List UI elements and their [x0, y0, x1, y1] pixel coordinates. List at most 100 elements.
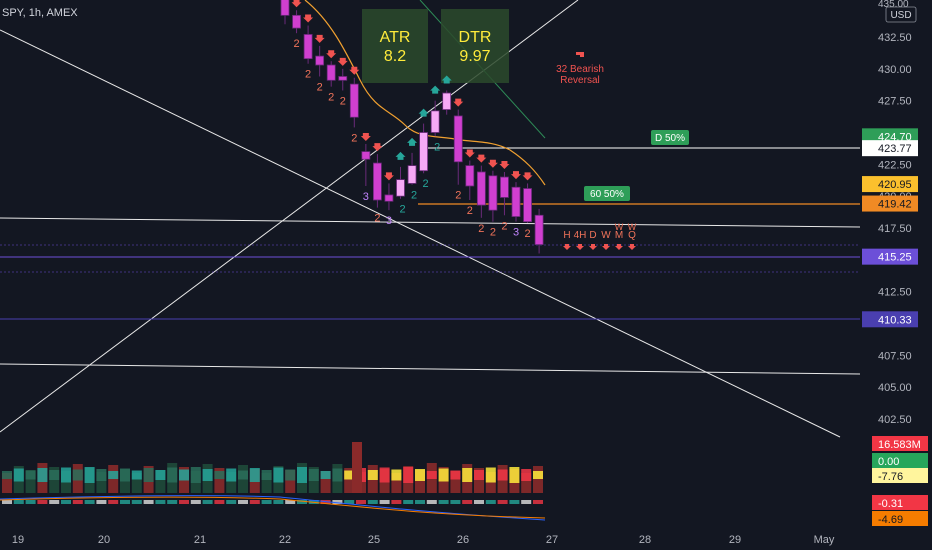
candle-body	[476, 171, 486, 206]
horizontal-trend-2[interactable]	[0, 363, 861, 375]
trendline-down-long[interactable]	[0, 29, 841, 438]
timeframe-label: 4H	[574, 230, 587, 241]
oscillator-bar	[426, 471, 437, 479]
candle[interactable]	[292, 10, 301, 34]
price-level-text: 419.42	[878, 199, 912, 211]
momentum-bar	[25, 500, 36, 504]
volume-bar	[155, 470, 166, 493]
momentum-bar	[214, 500, 225, 504]
candle[interactable]	[396, 166, 405, 199]
candle[interactable]	[326, 61, 336, 87]
candle[interactable]	[419, 123, 429, 174]
bearish-reversal-annotation: 32 Bearish Reversal	[556, 52, 604, 86]
volume-bar	[2, 473, 12, 493]
oscillator-bar	[13, 468, 24, 482]
currency-badge[interactable]: USD	[885, 6, 917, 23]
oscillator-bar	[190, 467, 201, 483]
oscillator-bar	[533, 471, 543, 479]
candle[interactable]	[361, 143, 371, 186]
volume-bar	[450, 471, 461, 493]
candle[interactable]	[280, 0, 290, 25]
oscillator-bar	[2, 471, 12, 479]
timeframe-arrow-icon	[615, 244, 623, 250]
candle[interactable]	[488, 170, 498, 222]
candle[interactable]	[442, 90, 452, 115]
horizontal-trend-1[interactable]	[0, 217, 861, 228]
momentum-bar	[497, 500, 508, 504]
volume-bar	[521, 473, 532, 493]
candle[interactable]	[384, 183, 394, 211]
d50-label[interactable]: D 50%	[651, 130, 689, 145]
candle[interactable]	[500, 171, 509, 216]
count-label: 3	[513, 227, 519, 239]
candle[interactable]	[465, 160, 475, 200]
count-label: 2	[293, 38, 299, 50]
oscillator-bar	[25, 470, 36, 480]
down-arrow-icon	[337, 57, 348, 66]
momentum-bar	[155, 500, 166, 504]
oscillator-bar	[261, 470, 272, 480]
candle[interactable]	[511, 182, 521, 222]
time-axis[interactable]: 19 20 21 22 25 26 27 28 29 May	[12, 534, 835, 546]
candle[interactable]	[430, 100, 440, 137]
candle[interactable]	[338, 68, 348, 91]
price-level-badge	[862, 248, 918, 265]
candle-body	[315, 55, 325, 66]
candle-body	[430, 110, 440, 133]
momentum-bar	[391, 500, 402, 504]
volume-bar	[226, 472, 237, 493]
timeframe-arrow-icon	[628, 244, 636, 250]
candles	[280, 0, 544, 254]
indicator-badge	[872, 468, 928, 483]
candle[interactable]	[349, 77, 359, 128]
momentum-bar	[533, 500, 543, 504]
symbol-header: SPY, 1h, AMEX	[2, 7, 78, 19]
time-tick-label: 28	[639, 534, 651, 546]
candle[interactable]	[372, 154, 382, 208]
d50-text: D 50%	[655, 133, 685, 144]
momentum-bar	[226, 500, 237, 504]
oscillator-bar	[120, 468, 130, 482]
candle[interactable]	[453, 109, 463, 185]
timeframe-arrow-icon	[576, 244, 584, 250]
momentum-bar	[261, 500, 272, 504]
price-level-badge	[862, 195, 918, 212]
price-tick-label: 407.50	[878, 350, 912, 362]
momentum-bar	[332, 500, 343, 504]
time-tick-label: 29	[729, 534, 741, 546]
oscillator-bar	[214, 471, 225, 479]
volume-spike-bar	[352, 442, 362, 493]
candle[interactable]	[315, 45, 325, 77]
count-label: 2	[467, 205, 473, 217]
momentum-bar	[238, 500, 248, 504]
signal-line	[0, 495, 546, 521]
volume-bar	[415, 470, 425, 493]
candle-body	[292, 14, 301, 29]
down-arrow-icon	[487, 159, 498, 168]
timeframe-arrow-icon	[589, 244, 597, 250]
time-tick-label: 19	[12, 534, 24, 546]
up-arrow-icon	[430, 85, 441, 94]
candle[interactable]	[534, 208, 544, 254]
price-tick-label: 417.50	[878, 223, 912, 235]
atr-value: 8.2	[384, 48, 406, 65]
oscillator-bar	[521, 469, 532, 481]
candle[interactable]	[407, 152, 417, 185]
price-tick-label: 427.50	[878, 96, 912, 108]
dtr-value: 9.97	[459, 48, 490, 65]
candle[interactable]	[303, 25, 313, 64]
oscillator-bar	[155, 470, 166, 480]
candle-body	[338, 76, 348, 81]
oscillator-bar	[249, 468, 260, 482]
down-arrow-icon	[314, 34, 325, 43]
price-tick-label: 412.50	[878, 287, 912, 299]
sixty-label[interactable]: 60 50%	[584, 186, 630, 201]
momentum-bar	[13, 500, 24, 504]
candle-body	[534, 214, 544, 245]
reversal-line-1: 32 Bearish	[556, 64, 604, 75]
up-arrow-icon	[395, 151, 406, 160]
candle[interactable]	[476, 165, 486, 218]
candle[interactable]	[523, 183, 532, 223]
